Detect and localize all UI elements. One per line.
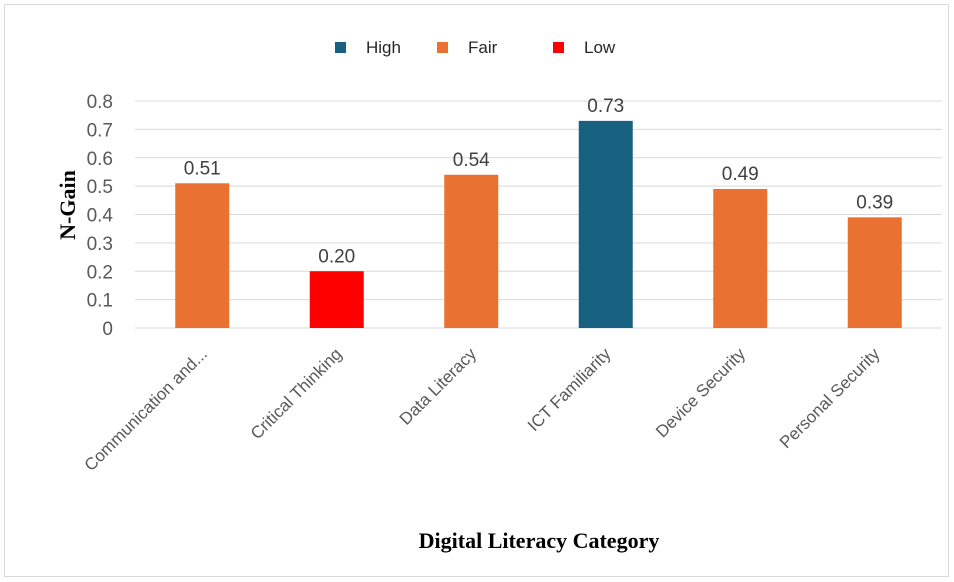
y-tick-label: 0.4 [87, 206, 114, 227]
legend-swatch-fair [437, 42, 448, 53]
y-tick-label: 0.5 [87, 177, 113, 198]
data-label: 0.54 [453, 150, 490, 171]
x-tick-label: Critical Thinking [247, 344, 346, 443]
y-tick-label: 0.2 [87, 262, 113, 283]
x-tick-label: Communication and... [81, 344, 211, 474]
legend: High Fair Low [335, 38, 616, 57]
legend-swatch-high [335, 42, 346, 53]
x-tick-label: Data Literacy [396, 344, 481, 429]
gridlines [135, 100, 942, 329]
bar-ict-familiarity [578, 120, 633, 328]
data-label: 0.20 [318, 246, 355, 267]
y-tick-label: 0.8 [87, 92, 113, 113]
x-tick-label: Device Security [652, 344, 749, 441]
data-label: 0.39 [856, 192, 893, 213]
data-label: 0.73 [587, 96, 624, 117]
y-tick-label: 0.1 [87, 291, 113, 312]
x-tick-label: Personal Security [776, 344, 884, 452]
y-tick-label: 0 [102, 319, 113, 340]
bar-critical-thinking [309, 271, 364, 328]
bars [175, 120, 902, 328]
x-tick-label: ICT Familiarity [524, 344, 615, 435]
legend-label-high: High [366, 38, 401, 57]
legend-label-fair: Fair [468, 38, 498, 57]
x-axis-title: Digital Literacy Category [419, 528, 660, 553]
data-labels: 0.51 0.20 0.54 0.73 0.49 0.39 [184, 96, 893, 267]
x-axis-ticks: Communication and... Critical Thinking Dat… [81, 344, 884, 475]
bar-communication-and [175, 183, 230, 328]
y-tick-label: 0.7 [87, 120, 113, 141]
legend-swatch-low [553, 42, 564, 53]
chart-frame: High Fair Low 0 0.1 0.2 0.3 0.4 0.5 0.6 0.7 0.8 0.… [4, 4, 949, 577]
data-label: 0.49 [722, 164, 759, 185]
y-axis-ticks: 0 0.1 0.2 0.3 0.4 0.5 0.6 0.7 0.8 [87, 92, 114, 340]
legend-label-low: Low [584, 38, 616, 57]
y-axis-title: N-Gain [55, 170, 80, 240]
bar-personal-security [847, 217, 902, 328]
bar-chart: High Fair Low 0 0.1 0.2 0.3 0.4 0.5 0.6 0.7 0.8 0.… [55, 38, 942, 553]
bar-device-security [713, 188, 768, 328]
bar-data-literacy [444, 174, 499, 328]
y-tick-label: 0.6 [87, 149, 113, 170]
data-label: 0.51 [184, 158, 221, 179]
y-tick-label: 0.3 [87, 234, 113, 255]
